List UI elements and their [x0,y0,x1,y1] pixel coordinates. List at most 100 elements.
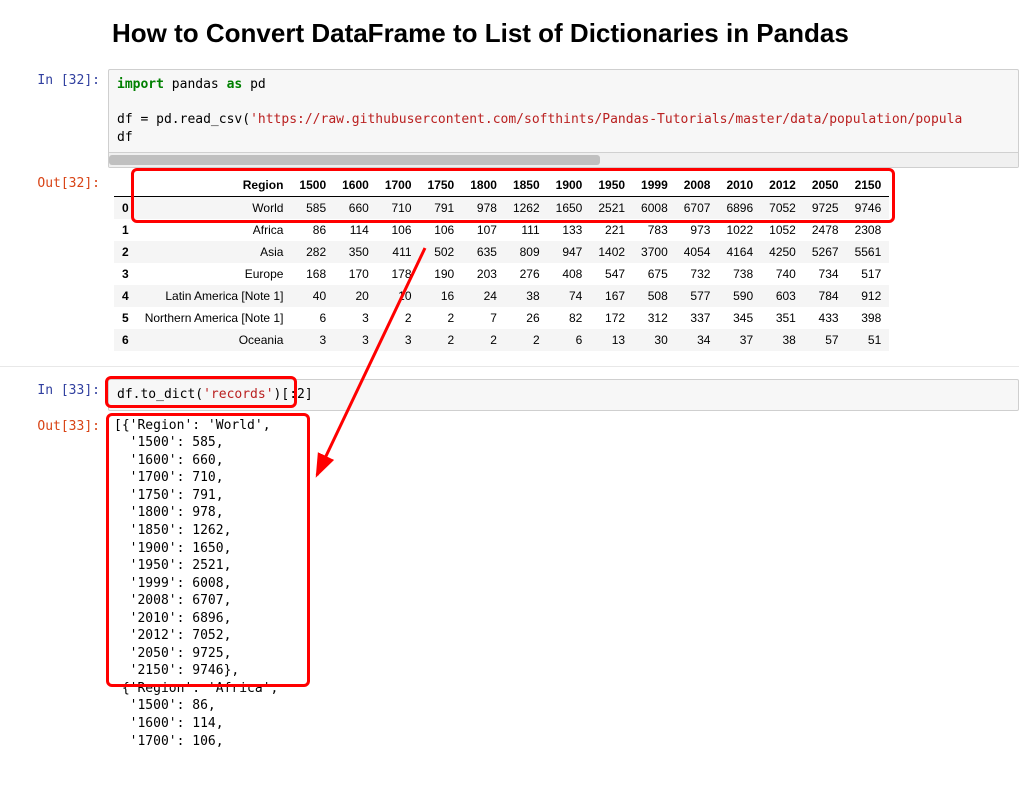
value-cell: 4250 [761,241,804,263]
in-prompt-32: In [32]: [0,69,108,88]
dict-output: [{'Region': 'World', '1500': 585, '1600'… [114,417,1019,750]
in-prompt-33: In [33]: [0,379,108,398]
value-cell: 9746 [847,197,890,220]
value-cell: 2 [420,307,463,329]
value-cell: 4164 [718,241,761,263]
value-cell: 783 [633,219,676,241]
value-cell: 7 [462,307,505,329]
output-cell-32: Out[32]: Region1500160017001750180018501… [0,170,1019,356]
value-cell: 282 [291,241,334,263]
output-cell-33: Out[33]: [{'Region': 'World', '1500': 58… [0,413,1019,752]
value-cell: 6 [548,329,591,351]
value-cell: 7052 [761,197,804,220]
value-cell: 6008 [633,197,676,220]
code-input-32[interactable]: import pandas as pd df = pd.read_csv('ht… [108,69,1019,168]
region-cell: Northern America [Note 1] [137,307,292,329]
region-cell: Oceania [137,329,292,351]
year-header-1500: 1500 [291,174,334,197]
table-row: 6Oceania333222613303437385751 [114,329,889,351]
value-cell: 74 [548,285,591,307]
value-cell: 30 [633,329,676,351]
value-cell: 502 [420,241,463,263]
value-cell: 1650 [548,197,591,220]
value-cell: 2478 [804,219,847,241]
value-cell: 2521 [590,197,633,220]
input-cell-32: In [32]: import pandas as pd df = pd.rea… [0,67,1019,170]
value-cell: 5561 [847,241,890,263]
year-header-2008: 2008 [676,174,719,197]
value-cell: 411 [377,241,420,263]
value-cell: 203 [462,263,505,285]
value-cell: 345 [718,307,761,329]
value-cell: 13 [590,329,633,351]
value-cell: 710 [377,197,420,220]
table-row: 5Northern America [Note 1]63227268217231… [114,307,889,329]
value-cell: 107 [462,219,505,241]
value-cell: 732 [676,263,719,285]
input-cell-33: In [33]: df.to_dict('records')[:2] [0,377,1019,413]
value-cell: 3700 [633,241,676,263]
value-cell: 190 [420,263,463,285]
value-cell: 1262 [505,197,548,220]
index-header [114,174,137,197]
value-cell: 2308 [847,219,890,241]
row-index: 2 [114,241,137,263]
value-cell: 1022 [718,219,761,241]
value-cell: 978 [462,197,505,220]
year-header-2012: 2012 [761,174,804,197]
value-cell: 1052 [761,219,804,241]
scrollbar-thumb[interactable] [109,155,600,165]
year-header-1800: 1800 [462,174,505,197]
table-row: 1Africa861141061061071111332217839731022… [114,219,889,241]
value-cell: 635 [462,241,505,263]
value-cell: 111 [505,219,548,241]
value-cell: 38 [761,329,804,351]
value-cell: 351 [761,307,804,329]
value-cell: 3 [291,329,334,351]
value-cell: 57 [804,329,847,351]
value-cell: 508 [633,285,676,307]
value-cell: 337 [676,307,719,329]
value-cell: 2 [505,329,548,351]
row-index: 5 [114,307,137,329]
value-cell: 740 [761,263,804,285]
value-cell: 133 [548,219,591,241]
value-cell: 5267 [804,241,847,263]
value-cell: 6896 [718,197,761,220]
value-cell: 178 [377,263,420,285]
value-cell: 24 [462,285,505,307]
year-header-1750: 1750 [420,174,463,197]
value-cell: 51 [847,329,890,351]
value-cell: 114 [334,219,377,241]
value-cell: 168 [291,263,334,285]
year-header-2150: 2150 [847,174,890,197]
row-index: 0 [114,197,137,220]
value-cell: 675 [633,263,676,285]
value-cell: 3 [377,329,420,351]
region-cell: Africa [137,219,292,241]
value-cell: 577 [676,285,719,307]
value-cell: 973 [676,219,719,241]
value-cell: 585 [291,197,334,220]
code-input-33[interactable]: df.to_dict('records')[:2] [108,379,1019,411]
value-cell: 1402 [590,241,633,263]
value-cell: 38 [505,285,548,307]
value-cell: 86 [291,219,334,241]
value-cell: 791 [420,197,463,220]
year-header-1999: 1999 [633,174,676,197]
value-cell: 2 [462,329,505,351]
value-cell: 603 [761,285,804,307]
notebook-root: How to Convert DataFrame to List of Dict… [0,0,1019,752]
value-cell: 172 [590,307,633,329]
value-cell: 276 [505,263,548,285]
out-prompt-33: Out[33]: [0,415,108,434]
year-header-2010: 2010 [718,174,761,197]
value-cell: 82 [548,307,591,329]
page-title: How to Convert DataFrame to List of Dict… [112,18,1019,49]
horizontal-scrollbar[interactable] [109,152,1018,167]
value-cell: 809 [505,241,548,263]
region-cell: Europe [137,263,292,285]
value-cell: 6707 [676,197,719,220]
cell-separator [0,366,1019,367]
value-cell: 20 [334,285,377,307]
